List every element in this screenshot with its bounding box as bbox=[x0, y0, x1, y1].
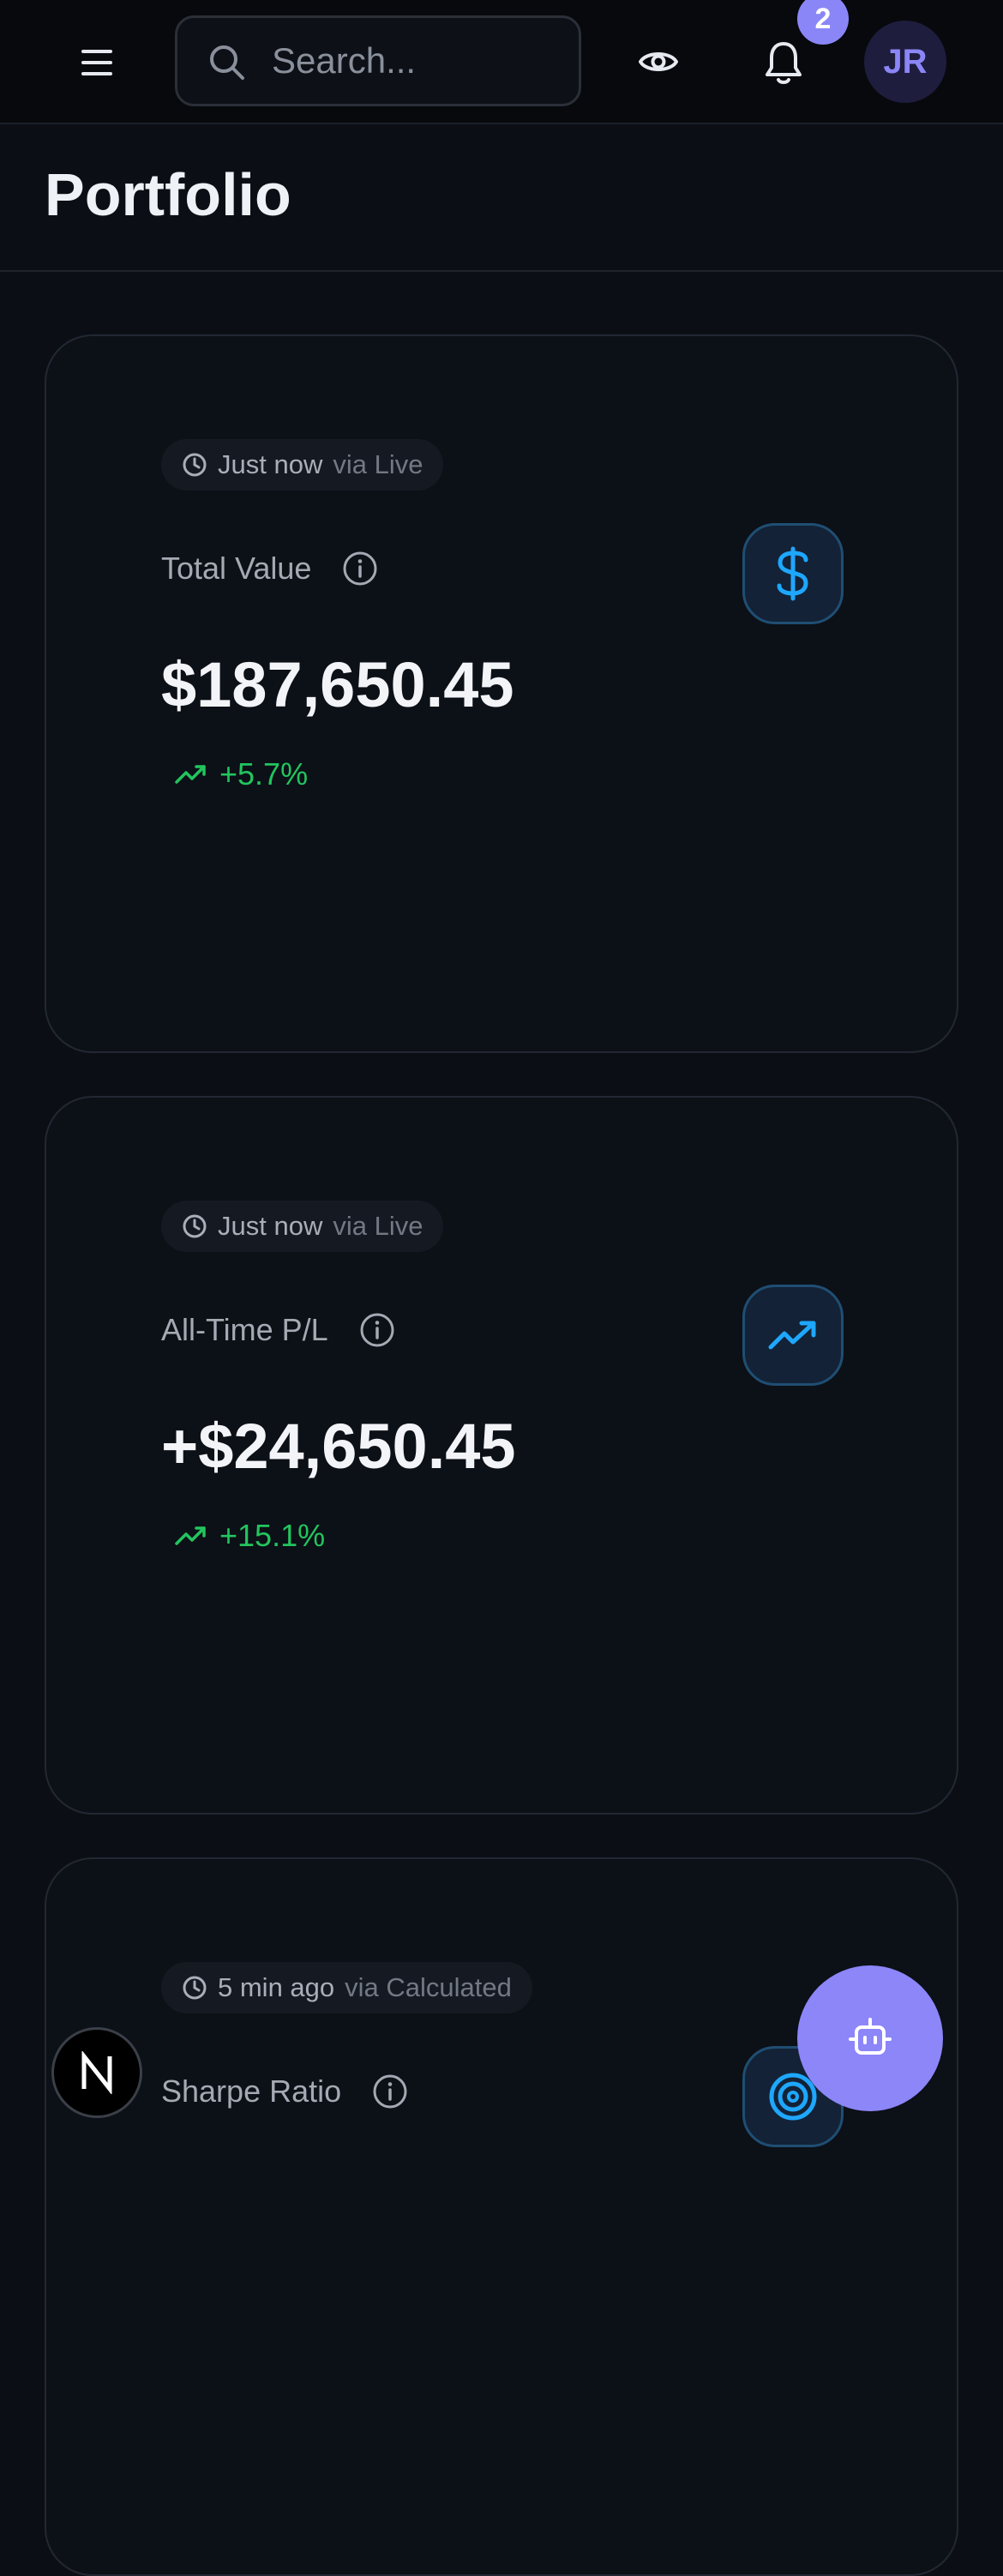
menu-button[interactable] bbox=[69, 36, 125, 89]
stat-label: Sharpe Ratio bbox=[161, 2073, 342, 2109]
update-chip: 5 min ago via Calculated bbox=[161, 1962, 532, 2013]
trending-up-small-icon bbox=[175, 765, 206, 784]
update-source: via Live bbox=[333, 449, 423, 479]
bot-icon bbox=[849, 2018, 892, 2055]
top-bar: 2 JR bbox=[0, 0, 1003, 124]
stat-value: $187,650.45 bbox=[161, 649, 514, 720]
info-icon[interactable] bbox=[359, 1312, 395, 1348]
stat-label: Total Value bbox=[161, 551, 312, 586]
page-title: Portfolio bbox=[45, 161, 291, 228]
page-header: Portfolio bbox=[0, 126, 1003, 272]
update-time: Just now bbox=[218, 1211, 323, 1241]
update-source: via Calculated bbox=[345, 1972, 512, 2002]
update-chip: Just now via Live bbox=[161, 1201, 444, 1252]
eye-icon bbox=[639, 52, 678, 71]
stat-label-row: Total Value bbox=[161, 551, 378, 587]
stat-label-row: Sharpe Ratio bbox=[161, 2073, 408, 2110]
stat-value: +$24,650.45 bbox=[161, 1411, 516, 1482]
stat-label-row: All-Time P/L bbox=[161, 1312, 395, 1348]
stat-label: All-Time P/L bbox=[161, 1312, 328, 1347]
bell-icon bbox=[766, 42, 802, 84]
stat-change: +5.7% bbox=[175, 756, 308, 792]
stat-card-total-value[interactable]: Just now via Live Total Value $187,650.4… bbox=[45, 334, 958, 1053]
update-time: 5 min ago bbox=[218, 1972, 335, 2002]
trending-up-small-icon bbox=[175, 1526, 206, 1545]
trending-up-icon bbox=[768, 1321, 816, 1350]
dollar-icon bbox=[777, 546, 808, 601]
hamburger-icon bbox=[81, 50, 112, 53]
info-icon[interactable] bbox=[342, 551, 378, 587]
search-input[interactable] bbox=[272, 18, 563, 104]
assistant-fab-button[interactable] bbox=[797, 1965, 943, 2111]
card-icon-badge bbox=[742, 523, 844, 624]
clock-icon bbox=[183, 453, 207, 477]
stat-card-all-time-pl[interactable]: Just now via Live All-Time P/L +$24,650.… bbox=[45, 1096, 958, 1815]
search-box[interactable] bbox=[175, 15, 581, 106]
stat-change-value: +5.7% bbox=[219, 756, 309, 791]
info-icon[interactable] bbox=[372, 2073, 408, 2110]
stat-change: +15.1% bbox=[175, 1518, 325, 1554]
n-logo-icon bbox=[81, 2051, 112, 2094]
target-icon bbox=[769, 2073, 817, 2121]
notifications-button[interactable] bbox=[758, 34, 809, 91]
avatar[interactable]: JR bbox=[864, 21, 946, 103]
search-icon bbox=[210, 45, 244, 80]
visibility-toggle-button[interactable] bbox=[634, 36, 682, 87]
clock-icon bbox=[183, 1214, 207, 1238]
notification-badge: 2 bbox=[797, 0, 849, 45]
card-icon-badge bbox=[742, 1285, 844, 1386]
app-logo-button[interactable] bbox=[51, 2027, 142, 2118]
update-time: Just now bbox=[218, 449, 323, 479]
update-chip: Just now via Live bbox=[161, 439, 444, 491]
update-source: via Live bbox=[333, 1211, 423, 1241]
clock-icon bbox=[183, 1976, 207, 2000]
stat-card-sharpe-ratio[interactable]: 5 min ago via Calculated Sharpe Ratio bbox=[45, 1857, 958, 2576]
stat-change-value: +15.1% bbox=[219, 1518, 326, 1553]
